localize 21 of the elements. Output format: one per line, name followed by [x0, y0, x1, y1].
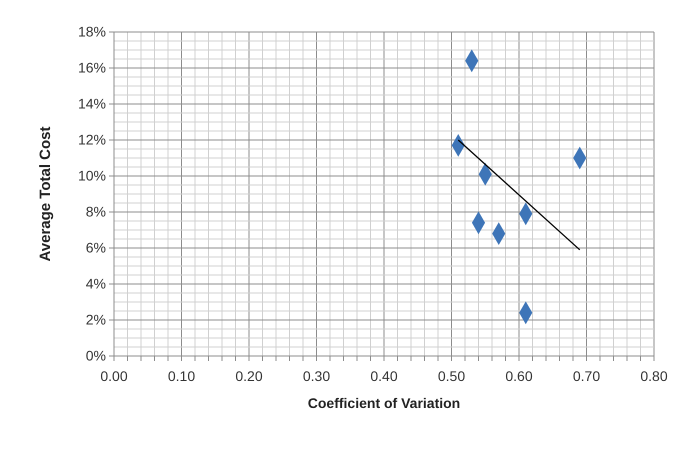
y-tick-label: 10% — [78, 167, 106, 184]
x-tick-label: 0.70 — [572, 368, 600, 384]
y-tick-label: 6% — [86, 239, 106, 256]
y-axis-title: Average Total Cost — [37, 126, 54, 262]
y-tick-label: 8% — [86, 203, 106, 220]
y-tick-label: 2% — [86, 311, 106, 328]
x-tick-label: 0.40 — [370, 368, 398, 384]
x-tick-label: 0.30 — [302, 368, 330, 384]
y-tick-label: 12% — [78, 131, 106, 148]
y-tick-label: 4% — [86, 275, 106, 292]
x-tick-label: 0.10 — [168, 368, 196, 384]
x-tick-label: 0.00 — [100, 368, 128, 384]
x-tick-label: 0.50 — [438, 368, 466, 384]
y-tick-label: 14% — [78, 95, 106, 112]
x-tick-label: 0.80 — [640, 368, 668, 384]
x-tick-label: 0.20 — [235, 368, 263, 384]
y-tick-label: 16% — [78, 59, 106, 76]
x-tick-label: 0.60 — [505, 368, 533, 384]
y-tick-label: 18% — [78, 23, 106, 40]
y-tick-label: 0% — [86, 347, 106, 364]
x-axis-title: Coefficient of Variation — [308, 395, 460, 411]
